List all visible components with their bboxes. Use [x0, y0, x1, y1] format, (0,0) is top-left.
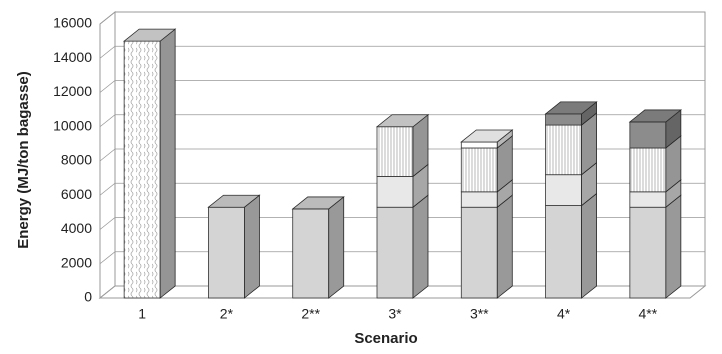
bar-top: [375, 114, 430, 128]
x-tick-label: 4**: [639, 306, 658, 322]
bar-segment: [376, 176, 414, 208]
bar-segment: [629, 147, 667, 193]
bar-segment-side: [665, 194, 682, 299]
bar-top: [123, 28, 177, 42]
bar-segment: [545, 113, 582, 126]
x-tick-label: 2*: [220, 306, 234, 322]
bar-segment: [376, 126, 414, 177]
y-tick-label: 4000: [61, 220, 92, 236]
bar-segment: [292, 208, 330, 299]
bar-top: [544, 101, 598, 115]
y-tick-label: 14000: [53, 49, 92, 65]
grid-line: [99, 80, 705, 93]
x-tick-label: 3**: [470, 306, 489, 322]
bar-segment-side: [159, 28, 176, 299]
bar-segment: [208, 206, 245, 299]
bar-segment-side: [581, 192, 597, 299]
y-axis-title: Energy (MJ/ton bagasse): [15, 71, 32, 249]
bar-top: [291, 196, 345, 210]
y-tick-label: 2000: [61, 254, 92, 270]
bar-segment-side: [412, 194, 429, 299]
grid-line: [99, 11, 705, 25]
bar-segment-side: [496, 194, 513, 299]
y-tick-label: 8000: [61, 152, 92, 168]
y-tick-label: 12000: [53, 83, 92, 99]
bar-segment: [545, 124, 582, 176]
bar-segment: [629, 191, 667, 208]
y-tick-label: 10000: [53, 117, 92, 133]
bar-segment: [376, 206, 414, 299]
bar-segment: [460, 147, 498, 193]
grid-line: [99, 114, 705, 128]
bar-segment: [629, 121, 667, 149]
x-tick-label: 4*: [557, 306, 571, 322]
bar-segment: [123, 40, 161, 299]
x-tick-label: 3*: [388, 306, 402, 322]
y-tick-label: 0: [84, 289, 92, 305]
bar-top: [628, 109, 682, 123]
bar-segment-side: [244, 194, 260, 299]
bar-segment: [460, 206, 498, 299]
bar-segment: [629, 206, 667, 299]
bar-top: [460, 129, 514, 143]
bar-segment: [460, 191, 498, 208]
bar-segment: [545, 174, 582, 206]
x-axis-title: Scenario: [354, 330, 417, 347]
y-tick-label: 16000: [53, 15, 92, 31]
bar-top: [207, 194, 261, 208]
bar-segment: [545, 205, 582, 299]
bar-segment-side: [328, 196, 345, 299]
y-tick-label: 6000: [61, 186, 92, 202]
grid-line: [99, 45, 705, 59]
x-tick-label: 2**: [301, 306, 320, 322]
x-tick-label: 1: [138, 306, 146, 322]
bar-segment: [460, 141, 498, 149]
